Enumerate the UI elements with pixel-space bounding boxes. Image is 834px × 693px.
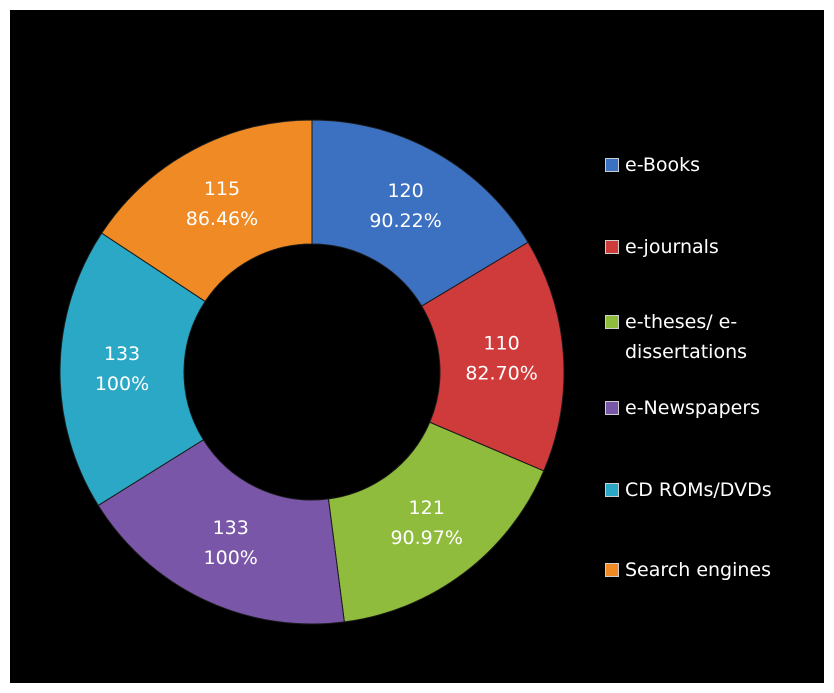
percent-label: 100%: [204, 547, 258, 569]
percent-label: 90.22%: [369, 210, 441, 232]
legend-entry: e-Newspapers: [605, 393, 825, 423]
legend-entry: CD ROMs/DVDs: [605, 475, 825, 505]
legend-swatch: [605, 158, 619, 172]
percent-label: 90.97%: [390, 527, 462, 549]
legend-label: CD ROMs/DVDs: [625, 479, 772, 501]
legend-entry: e-journals: [605, 232, 825, 262]
legend-label: e-Books: [625, 154, 701, 176]
value-label: 133: [104, 343, 140, 365]
donut-slice: [327, 421, 545, 623]
legend-swatch: [605, 563, 619, 577]
legend-entry: Search engines: [605, 555, 825, 585]
value-label: 133: [213, 517, 249, 539]
percent-label: 86.46%: [186, 208, 258, 230]
legend-label: e-journals: [625, 236, 719, 258]
legend-swatch: [605, 315, 619, 329]
legend-swatch: [605, 240, 619, 254]
value-label: 110: [483, 332, 519, 354]
donut-slice: [311, 119, 529, 307]
legend-label: Search engines: [625, 559, 772, 581]
legend-label: e-theses/ e-dissertations: [625, 311, 748, 363]
value-label: 121: [409, 497, 445, 519]
legend-entry: e-Books: [605, 150, 825, 180]
donut-slice: [97, 439, 345, 625]
donut-slice: [421, 241, 565, 472]
percent-label: 82.70%: [465, 362, 537, 384]
donut-slice: [101, 119, 313, 303]
legend-swatch: [605, 483, 619, 497]
legend-label: e-Newspapers: [625, 397, 761, 419]
value-label: 115: [204, 178, 240, 200]
legend-swatch: [605, 401, 619, 415]
legend-entry: e-theses/ e-dissertations: [605, 307, 825, 367]
percent-label: 100%: [95, 373, 149, 395]
donut-slice: [59, 232, 206, 507]
value-label: 120: [387, 180, 423, 202]
